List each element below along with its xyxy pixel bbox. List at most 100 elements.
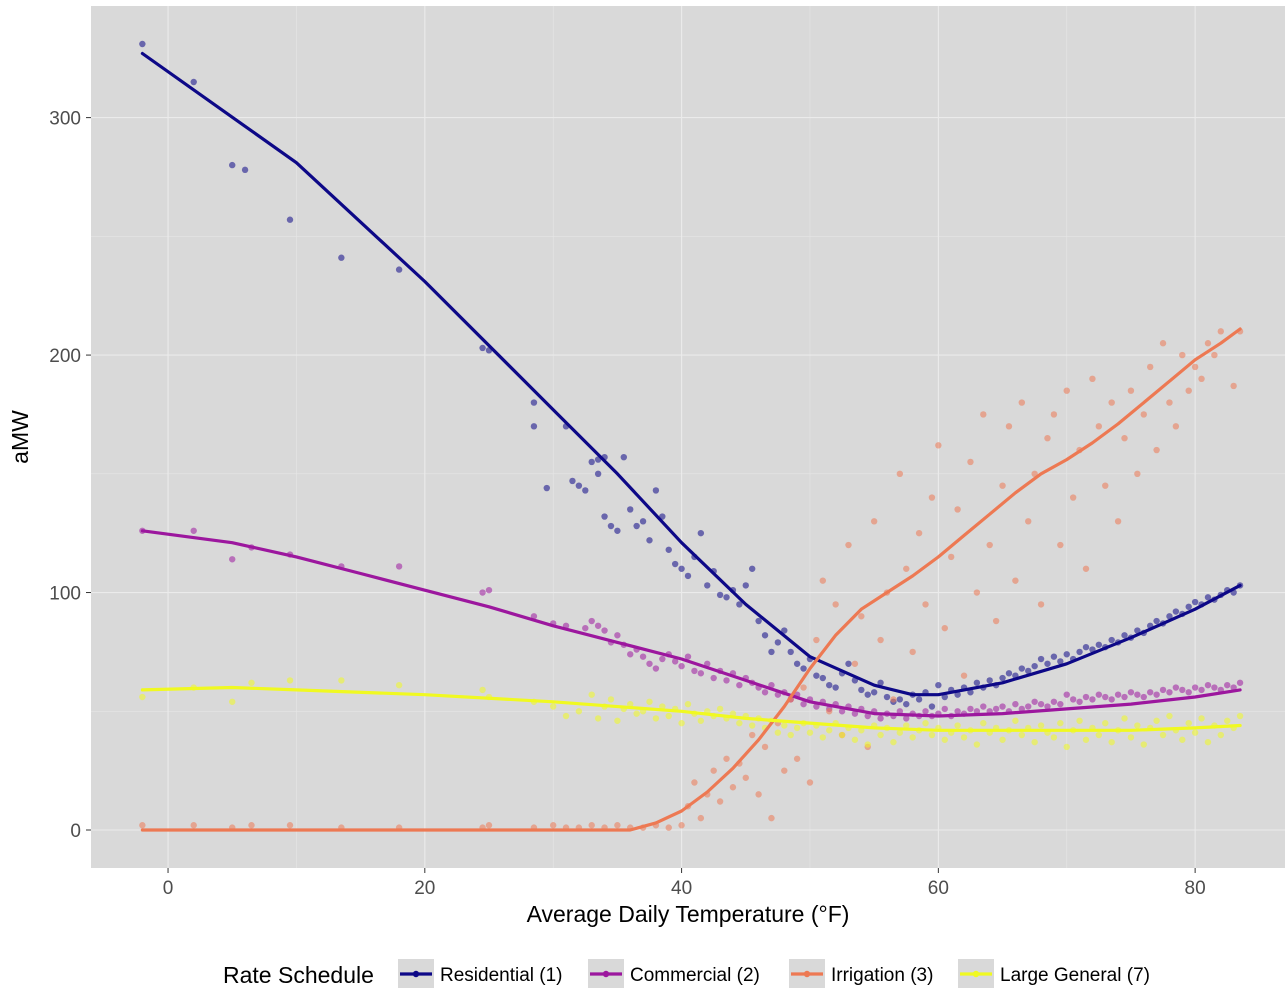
data-point-series-3 <box>1191 363 1199 371</box>
data-point-series-1 <box>832 684 839 691</box>
data-point-series-4 <box>549 703 557 710</box>
data-point-series-4 <box>395 681 403 689</box>
data-point-series-3 <box>1095 423 1103 430</box>
data-point-series-1 <box>684 572 692 580</box>
data-point-series-2 <box>1159 686 1167 694</box>
data-point-series-3 <box>1230 382 1237 390</box>
data-point-series-4 <box>594 715 602 722</box>
data-point-series-4 <box>1037 722 1045 729</box>
data-point-series-1 <box>646 537 653 544</box>
data-point-series-3 <box>1082 565 1090 572</box>
data-point-series-3 <box>1005 423 1013 430</box>
data-point-series-1 <box>652 487 660 494</box>
data-point-series-2 <box>800 700 807 708</box>
data-point-series-2 <box>190 527 197 534</box>
data-point-series-3 <box>286 822 294 829</box>
data-point-series-4 <box>999 736 1006 743</box>
data-point-series-2 <box>646 660 653 667</box>
data-point-series-4 <box>1134 722 1141 729</box>
data-point-series-3 <box>761 743 769 751</box>
data-point-series-4 <box>665 712 672 720</box>
data-point-series-3 <box>723 755 730 762</box>
data-point-series-4 <box>614 717 621 724</box>
data-point-series-3 <box>909 648 916 656</box>
data-point-series-4 <box>1108 738 1115 746</box>
data-point-series-2 <box>954 708 961 715</box>
data-point-series-1 <box>723 594 730 601</box>
data-point-series-1 <box>1018 665 1026 672</box>
data-point-series-2 <box>1146 689 1154 696</box>
data-point-series-3 <box>826 708 833 715</box>
data-point-series-3 <box>1166 399 1173 406</box>
data-point-series-4 <box>646 698 653 705</box>
data-point-series-1 <box>896 696 904 703</box>
data-point-series-3 <box>614 822 621 829</box>
data-point-series-3 <box>1057 541 1064 549</box>
data-point-series-2 <box>723 677 730 684</box>
data-point-series-3 <box>710 767 717 774</box>
data-point-series-2 <box>1069 696 1077 703</box>
data-point-series-2 <box>1121 693 1128 701</box>
data-point-series-2 <box>1108 696 1115 703</box>
x-tick-label: 20 <box>414 878 435 899</box>
data-point-series-2 <box>678 662 685 670</box>
legend-label: Commercial (2) <box>630 965 760 986</box>
data-point-series-4 <box>697 717 705 724</box>
data-point-series-3 <box>729 784 737 791</box>
data-point-series-4 <box>890 738 897 746</box>
data-point-series-3 <box>1146 363 1154 371</box>
data-point-series-3 <box>697 814 705 822</box>
data-point-series-4 <box>659 703 666 710</box>
data-point-series-3 <box>1179 351 1186 359</box>
data-point-series-4 <box>1018 731 1026 739</box>
data-point-series-1 <box>395 266 403 273</box>
data-point-series-1 <box>1134 627 1141 634</box>
data-point-series-3 <box>1140 411 1147 418</box>
data-point-series-1 <box>627 506 634 513</box>
data-point-series-4 <box>1127 734 1135 741</box>
data-point-series-4 <box>652 715 660 722</box>
data-point-series-1 <box>582 487 589 494</box>
data-point-series-2 <box>813 703 820 710</box>
data-point-series-4 <box>806 729 814 736</box>
data-point-series-4 <box>909 734 916 741</box>
data-point-series-4 <box>1057 719 1064 727</box>
data-point-series-3 <box>999 482 1006 489</box>
data-point-series-1 <box>819 674 827 682</box>
y-tick-label: 0 <box>70 821 81 842</box>
data-point-series-3 <box>877 636 884 644</box>
legend-title: Rate Schedule <box>223 962 374 988</box>
data-point-series-4 <box>903 722 910 729</box>
data-point-series-4 <box>1236 712 1244 720</box>
data-point-series-1 <box>864 691 871 698</box>
data-point-series-1 <box>774 639 782 646</box>
data-point-series-2 <box>1082 693 1090 701</box>
trend-line-series-4 <box>140 685 1242 732</box>
data-point-series-2 <box>851 710 859 717</box>
data-point-series-2 <box>1114 691 1122 698</box>
data-point-series-4 <box>774 729 782 736</box>
data-point-series-2 <box>1076 698 1083 705</box>
data-point-series-1 <box>742 582 749 589</box>
data-point-series-3 <box>1121 434 1128 442</box>
data-point-series-3 <box>588 822 595 829</box>
data-point-series-2 <box>1191 684 1199 691</box>
data-point-series-4 <box>736 719 743 727</box>
data-point-series-1 <box>639 518 647 525</box>
data-point-series-1 <box>530 399 538 406</box>
data-point-series-2 <box>697 670 705 677</box>
data-point-series-4 <box>1159 731 1167 739</box>
data-point-series-4 <box>954 722 961 729</box>
data-point-series-1 <box>1005 670 1013 677</box>
data-point-series-3 <box>781 767 788 774</box>
data-point-series-4 <box>858 727 865 734</box>
data-point-series-1 <box>793 660 801 667</box>
data-point-series-3 <box>1134 470 1141 478</box>
data-point-series-2 <box>1179 686 1186 694</box>
data-point-series-2 <box>395 563 403 570</box>
data-point-series-4 <box>793 724 801 732</box>
data-point-series-4 <box>627 700 634 708</box>
legend: Rate Schedule Residential (1) Commercial … <box>223 959 1150 988</box>
data-point-series-3 <box>190 822 197 829</box>
